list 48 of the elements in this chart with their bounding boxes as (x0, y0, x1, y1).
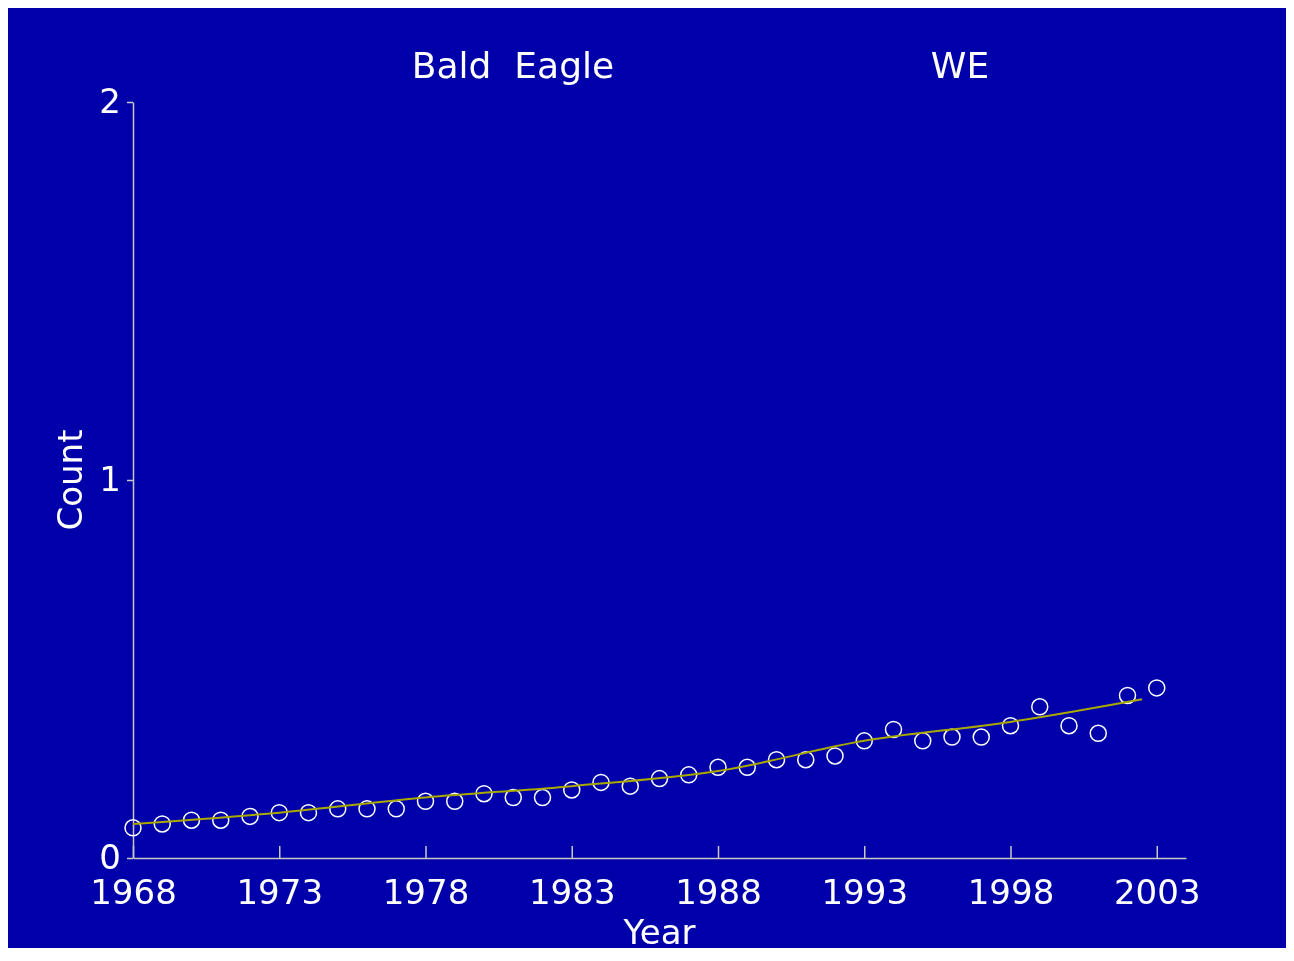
chart-subtitle: WE (930, 45, 990, 86)
point (1118, 686, 1137, 705)
point (797, 750, 815, 769)
point (1089, 724, 1107, 743)
point (329, 800, 347, 818)
x-tick-label: 2003 (1113, 872, 1201, 913)
point (241, 807, 259, 826)
point (416, 792, 435, 811)
y-tick-label: 1 (99, 459, 121, 500)
point (680, 766, 698, 784)
x-tick-label: 1973 (236, 872, 324, 913)
point (358, 800, 376, 818)
point (124, 819, 142, 837)
point (299, 803, 318, 822)
x-axis-title: Year (622, 912, 696, 952)
point (1001, 716, 1020, 735)
x-tick-label: 1978 (382, 872, 470, 913)
point (1031, 698, 1049, 716)
x-tick-label: 1988 (675, 872, 762, 913)
x-tick-label: 1998 (967, 872, 1055, 913)
point (1148, 679, 1166, 697)
y-tick-label: 2 (99, 81, 121, 122)
x-tick-label: 1983 (528, 872, 616, 913)
point (475, 784, 493, 803)
point (270, 803, 288, 822)
point (826, 747, 844, 765)
point (738, 758, 756, 777)
point (709, 758, 727, 777)
point (153, 815, 171, 833)
point (767, 750, 786, 769)
point (592, 773, 610, 792)
point (387, 800, 405, 818)
point (212, 811, 230, 829)
point (182, 811, 201, 829)
point (446, 792, 464, 811)
y-axis-title: Count (50, 429, 90, 531)
point (855, 732, 873, 750)
point (504, 788, 522, 807)
point (972, 728, 990, 746)
chart-title: Bald Eagle (411, 45, 615, 86)
x-tick-label: 1993 (821, 872, 909, 913)
point (650, 769, 669, 788)
point (914, 732, 932, 750)
point (621, 777, 639, 795)
point (533, 788, 552, 807)
point (563, 781, 581, 799)
point (884, 720, 903, 739)
point (1060, 716, 1078, 735)
